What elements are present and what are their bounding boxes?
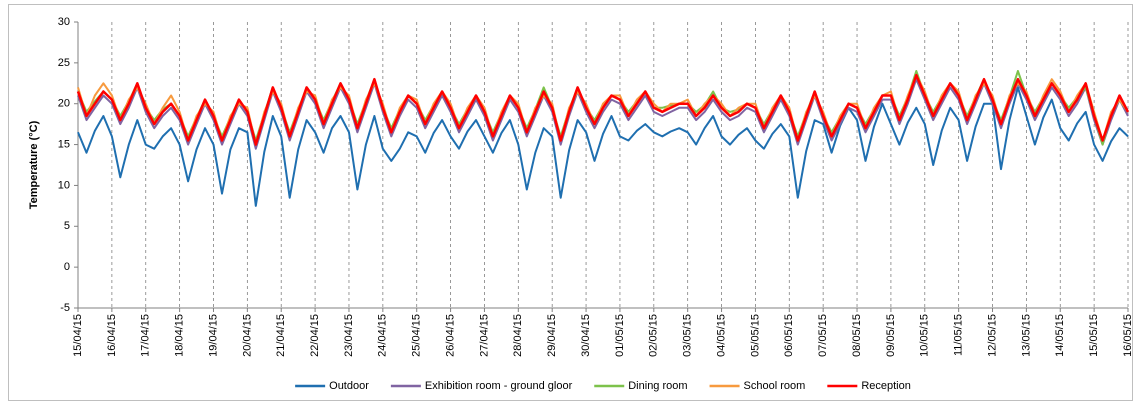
x-tick-label: 29/04/15: [546, 314, 558, 357]
x-tick-label: 10/05/15: [919, 314, 931, 357]
x-tick-label: 08/05/15: [851, 314, 863, 357]
x-tick-label: 26/04/15: [444, 314, 456, 357]
y-tick-label: 15: [58, 138, 70, 150]
x-tick-label: 15/04/15: [72, 314, 84, 357]
x-tick-label: 13/05/15: [1020, 314, 1032, 357]
y-tick-label: -5: [60, 302, 70, 314]
x-tick-label: 01/05/15: [614, 314, 626, 357]
x-tick-label: 23/04/15: [343, 314, 355, 357]
x-tick-label: 28/04/15: [512, 314, 524, 357]
x-tick-label: 15/05/15: [1088, 314, 1100, 357]
x-tick-label: 16/05/15: [1122, 314, 1134, 357]
line-series: [76, 73, 1130, 146]
x-tick-label: 14/05/15: [1054, 314, 1066, 357]
y-tick-label: 30: [58, 16, 70, 28]
x-tick-label: 12/05/15: [986, 314, 998, 357]
legend-label: Reception: [861, 380, 911, 392]
x-tick-label: 17/04/15: [140, 314, 152, 357]
y-tick-label: 10: [58, 179, 70, 191]
x-tick-label: 20/04/15: [241, 314, 253, 357]
x-tick-label: 11/05/15: [953, 314, 965, 356]
legend: Outdoor Exhibition room - ground gloor Din…: [295, 380, 911, 392]
legend-label: Outdoor: [329, 380, 369, 392]
x-tick-label: 18/04/15: [174, 314, 186, 357]
y-tick-label: 25: [58, 57, 70, 69]
y-axis-label: Temperature (°C): [28, 120, 40, 209]
y-tick-label: 5: [64, 220, 70, 232]
y-tick-label: 0: [64, 261, 70, 273]
chart-border: [8, 4, 1133, 401]
x-tick-label: 16/04/15: [106, 314, 118, 357]
x-tick-label: 21/04/15: [275, 314, 287, 357]
x-tick-label: 30/04/15: [580, 314, 592, 357]
x-tick-label: 07/05/15: [817, 314, 829, 357]
legend-label: Exhibition room - ground gloor: [425, 380, 573, 392]
line-series: [77, 86, 1129, 207]
y-tick-label: 20: [58, 98, 70, 110]
x-tick-label: 25/04/15: [411, 314, 423, 357]
x-tick-label: 24/04/15: [377, 314, 389, 357]
legend-label: Dining room: [628, 380, 687, 392]
x-tick-label: 06/05/15: [783, 314, 795, 357]
x-tick-label: 05/05/15: [749, 314, 761, 357]
legend-label: School room: [744, 380, 806, 392]
x-tick-label: 03/05/15: [682, 314, 694, 357]
x-tick-label: 09/05/15: [885, 314, 897, 357]
x-tick-label: 19/04/15: [207, 314, 219, 357]
x-tick-label: 04/05/15: [715, 314, 727, 357]
x-tick-label: 02/05/15: [648, 314, 660, 357]
x-tick-label: 27/04/15: [478, 314, 490, 357]
x-tick-label: 22/04/15: [309, 314, 321, 357]
